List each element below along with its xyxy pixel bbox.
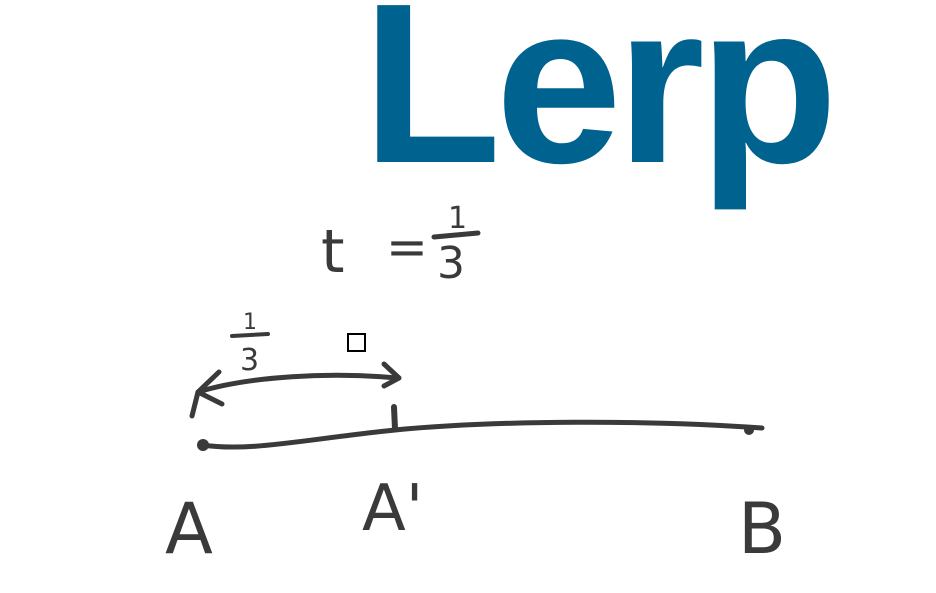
arrow-fraction-numerator: 1 xyxy=(243,310,257,335)
title-lerp: Lerp xyxy=(362,0,838,211)
point-a-prime-label: A' xyxy=(362,472,423,546)
equation-numerator: 1 xyxy=(448,201,467,236)
point-b-label: B xyxy=(738,488,786,570)
midpoint-tick xyxy=(391,404,398,432)
point-a-dot xyxy=(197,439,209,451)
equation-denominator: 3 xyxy=(437,238,465,289)
equation-fraction-bar xyxy=(431,230,481,240)
left-arrowhead xyxy=(189,369,225,419)
equation-equals: = xyxy=(386,218,428,276)
double-arrow-line xyxy=(195,372,401,395)
point-a-label: A xyxy=(165,488,213,570)
arrow-fraction-bar xyxy=(230,332,270,338)
arrow-fraction-denominator: 3 xyxy=(240,343,259,378)
right-arrowhead xyxy=(381,361,402,389)
equation-variable: t xyxy=(321,217,345,287)
cursor-box xyxy=(347,333,366,352)
point-b-dot xyxy=(744,425,754,435)
segment-ab-line xyxy=(199,419,765,450)
